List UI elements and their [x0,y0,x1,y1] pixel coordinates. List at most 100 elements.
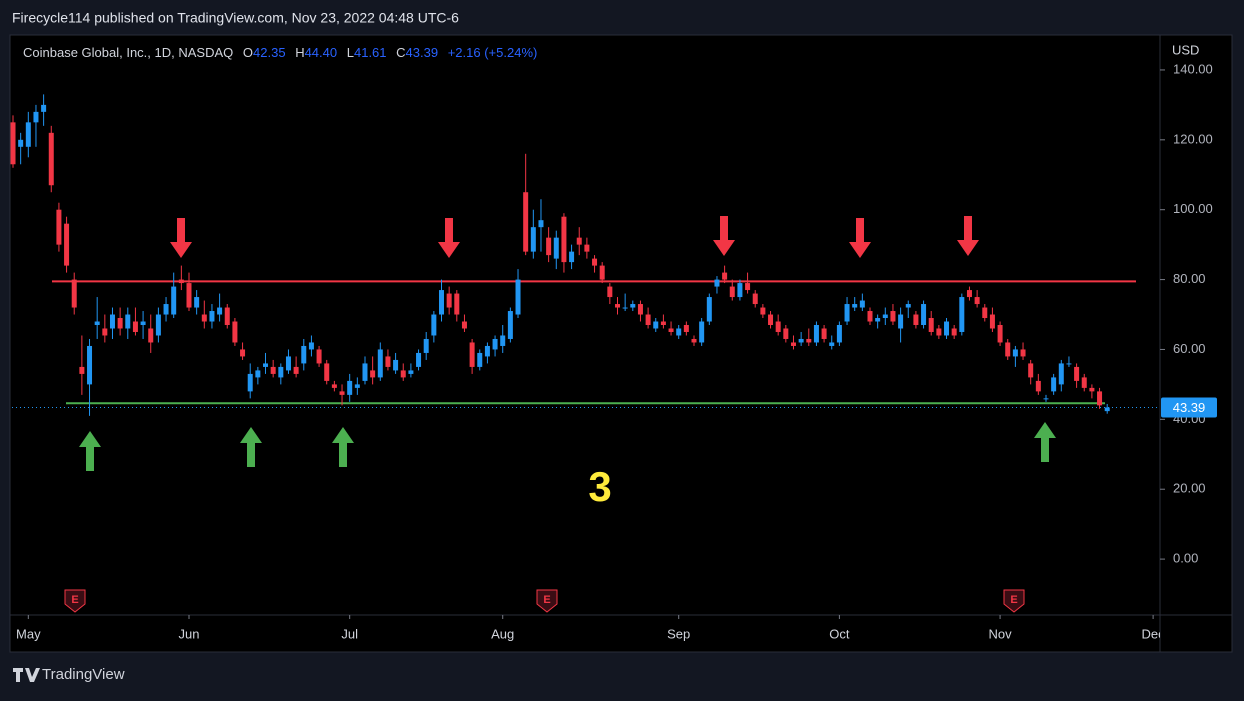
candle-body [79,366,85,374]
down-arrow [170,218,192,258]
high-label: H [295,45,304,60]
legend-line: Coinbase Global, Inc., 1D, NASDAQ O42.35… [23,45,537,60]
candle-body [431,314,437,336]
candle-body [461,321,467,329]
candle-body [599,265,605,280]
down-arrow [438,218,460,258]
annotation: 3 [588,463,611,510]
candle-body [132,321,138,332]
candle-body [217,307,223,315]
candle-body [492,338,498,350]
candle-body [921,304,927,325]
candle-body [798,338,804,343]
candle-body [974,297,980,305]
candle-body [354,384,360,388]
candle-body [263,363,269,367]
candle-body [1043,398,1049,400]
candle-body [714,279,720,287]
down-arrow [849,218,871,258]
candle-body [362,363,368,381]
up-arrow [1034,422,1056,462]
candle-body [293,366,299,374]
candle-body [836,325,842,343]
candle-body [339,391,345,395]
candle-body [285,356,291,371]
candle-body [408,370,414,374]
candle-body [576,237,582,245]
candle-body [852,304,858,308]
earnings-label: E [543,594,550,606]
candle-body [109,314,115,329]
candle-body [584,244,590,252]
candle-body [240,349,246,357]
candle-body [454,293,460,315]
candle-body [737,283,743,298]
close-label: C [396,45,405,60]
candle-body [1005,342,1011,357]
last-price-label: 43.39 [1173,400,1206,415]
candle-body [416,352,422,367]
candle-body [936,328,942,336]
x-tick-label: Sep [667,626,690,641]
candle-body [722,272,728,280]
candle-body [637,304,643,315]
candle-body [1066,363,1072,365]
up-arrow [332,427,354,467]
candle-body [56,209,62,245]
candle-body [752,293,758,305]
candle-body [806,338,812,343]
change: +2.16 (+5.24%) [448,45,538,60]
candle-body [683,325,689,332]
candle-body [775,321,781,332]
open-value: 42.35 [253,45,286,60]
candle-body [630,304,636,308]
candle-body [10,122,16,165]
candle-body [1104,407,1110,412]
low-label: L [347,45,354,60]
chart-frame [9,34,1233,653]
candle-body [469,342,475,367]
candle-body [1081,377,1087,388]
candle-body [324,363,330,381]
symbol: Coinbase Global, Inc., 1D, NASDAQ [23,45,233,60]
candle-body [87,345,93,385]
candle-body [844,304,850,322]
candle-body [64,223,70,266]
candle-body [660,321,666,325]
candle-body [209,311,215,322]
candle-body [171,286,177,315]
candle-body [370,370,376,378]
down-arrow [713,216,735,256]
candle-body [25,122,31,147]
candle-body [178,279,184,284]
candle-body [997,325,1003,343]
candle-body [232,321,238,343]
y-tick-label: 20.00 [1173,481,1206,496]
candle-body [140,321,146,325]
candle-body [316,349,322,364]
candle-body [41,104,47,112]
tv-logo [13,668,40,682]
candle-body [592,258,598,266]
candle-body [301,345,307,364]
candle-body [347,380,353,395]
candle-body [1020,349,1026,357]
currency: USD [1172,42,1199,57]
candle-body [94,321,100,325]
candle-body [691,338,697,343]
earnings-badge [64,589,86,613]
y-tick-label: 0.00 [1173,551,1198,566]
candle-body [33,111,39,123]
candle-body [255,370,261,378]
candle-body [668,328,674,332]
candle-body [1035,380,1041,392]
candle-body [423,338,429,353]
candle-body [1012,349,1018,357]
candle-body [768,314,774,325]
candle-body [706,297,712,322]
candle-body [790,342,796,346]
candle-body [546,237,552,256]
candle-body [966,290,972,298]
footer: TradingView [13,666,125,683]
